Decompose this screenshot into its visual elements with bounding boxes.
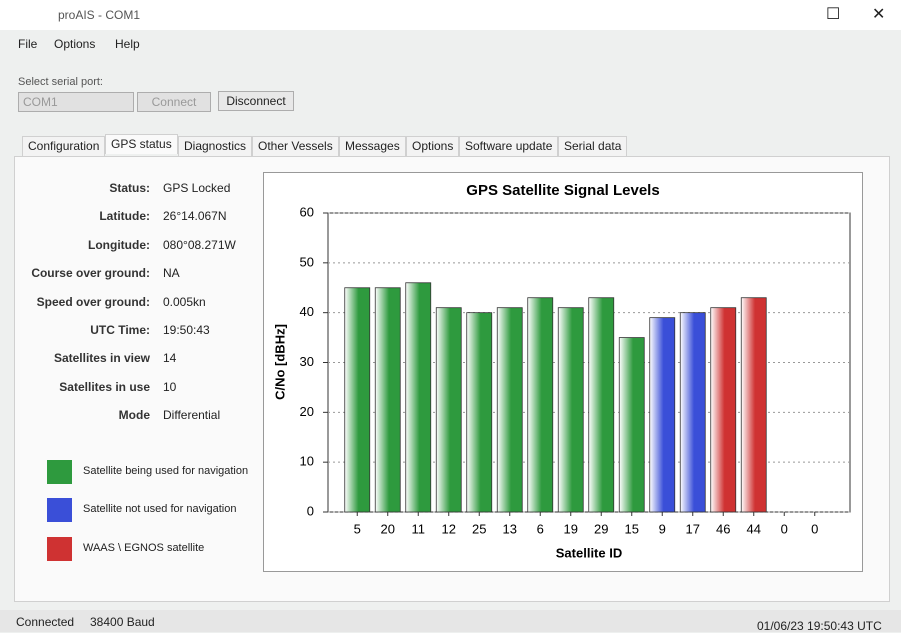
legend-swatch (47, 460, 72, 484)
tab[interactable]: Serial data (558, 136, 628, 156)
x-tick-label: 13 (503, 521, 517, 536)
field-value: Differential (163, 408, 221, 422)
x-tick-label: 0 (781, 521, 788, 536)
legend-swatch (47, 537, 72, 561)
field-value: 26°14.067N (163, 209, 227, 223)
x-tick-label: 17 (686, 521, 700, 536)
bar (405, 282, 432, 513)
y-tick-label: 50 (300, 254, 314, 269)
x-tick-label: 15 (625, 521, 639, 536)
bar (649, 317, 676, 513)
x-tick-label: 19 (564, 521, 578, 536)
y-tick-label: 30 (300, 354, 314, 369)
field-label: Course over ground: (31, 266, 150, 280)
y-tick-label: 0 (307, 503, 314, 518)
x-tick-label: 20 (381, 521, 395, 536)
bar (588, 297, 615, 513)
field-value: 19:50:43 (163, 323, 210, 337)
port-dropdown[interactable]: COM1 (18, 92, 134, 112)
tab[interactable]: Messages (339, 136, 406, 156)
bar (557, 307, 584, 513)
x-tick-label: 11 (412, 521, 426, 536)
title-bar (0, 0, 901, 30)
legend-swatch (47, 498, 72, 522)
menu-item[interactable]: File (18, 37, 38, 51)
menu-item[interactable]: Options (54, 37, 96, 51)
bar (496, 307, 523, 513)
bar (344, 287, 371, 513)
y-tick-label: 40 (300, 304, 314, 319)
bar (466, 312, 493, 513)
x-tick-label: 44 (747, 521, 761, 536)
field-value: 10 (163, 380, 177, 394)
field-label: UTC Time: (90, 323, 150, 337)
legend-label: WAAS \ EGNOS satellite (83, 542, 205, 554)
bar (710, 307, 737, 513)
field-value: 14 (163, 351, 177, 365)
y-tick-label: 20 (300, 404, 314, 419)
x-tick-label: 25 (472, 521, 486, 536)
field-label: Satellites in use (59, 380, 150, 394)
y-tick-label: 60 (300, 204, 314, 219)
field-label: Mode (118, 408, 150, 422)
x-tick-label: 5 (354, 521, 361, 536)
status-bar (0, 610, 901, 632)
x-tick-label: 0 (811, 521, 818, 536)
field-label: Satellites in view (53, 351, 150, 365)
connect-button[interactable]: Connect (137, 92, 211, 112)
x-axis-label: Satellite ID (556, 545, 622, 560)
x-tick-label: 46 (716, 521, 730, 536)
legend-label: Satellite not used for navigation (83, 503, 237, 515)
bar (527, 297, 554, 513)
tab[interactable]: Diagnostics (178, 136, 253, 156)
status-connection: Connected (16, 615, 75, 629)
legend-label: Satellite being used for navigation (83, 465, 249, 477)
bar (435, 307, 462, 513)
menu-item[interactable]: Help (115, 37, 140, 51)
maximize[interactable]: ☐ (826, 6, 841, 23)
bar (740, 297, 767, 513)
field-value: 080°08.271W (163, 238, 236, 252)
field-value: NA (163, 266, 180, 280)
serial-label: Select serial port: (18, 76, 103, 88)
tab[interactable]: Configuration (22, 136, 106, 156)
field-value: 0.005kn (163, 295, 206, 309)
x-tick-label: 6 (537, 521, 544, 536)
bar (374, 287, 401, 513)
window-title: proAIS - COM1 (58, 8, 141, 22)
close[interactable]: ✕ (872, 6, 886, 23)
y-tick-label: 10 (300, 454, 314, 469)
field-label: Longitude: (88, 238, 150, 252)
x-tick-label: 12 (442, 521, 456, 536)
x-tick-label: 29 (594, 521, 608, 536)
tab[interactable]: Software update (459, 136, 559, 156)
tab[interactable]: GPS status (105, 134, 178, 154)
bar (618, 337, 645, 513)
disconnect-button[interactable]: Disconnect (218, 91, 294, 111)
field-label: Status: (109, 181, 150, 195)
x-tick-label: 9 (659, 521, 666, 536)
tab[interactable]: Other Vessels (252, 136, 339, 156)
field-label: Latitude: (99, 209, 150, 223)
field-label: Speed over ground: (36, 295, 150, 309)
tab[interactable]: Options (406, 136, 460, 156)
field-value: GPS Locked (163, 181, 231, 195)
y-axis-label: C/No [dBHz] (272, 324, 287, 400)
status-baud: 38400 Baud (90, 615, 155, 629)
bar (679, 312, 706, 513)
chart: GPS Satellite Signal Levels Satellite ID… (263, 172, 863, 572)
status-time: 01/06/23 19:50:43 UTC (757, 619, 882, 633)
chart-title: GPS Satellite Signal Levels (466, 182, 659, 199)
